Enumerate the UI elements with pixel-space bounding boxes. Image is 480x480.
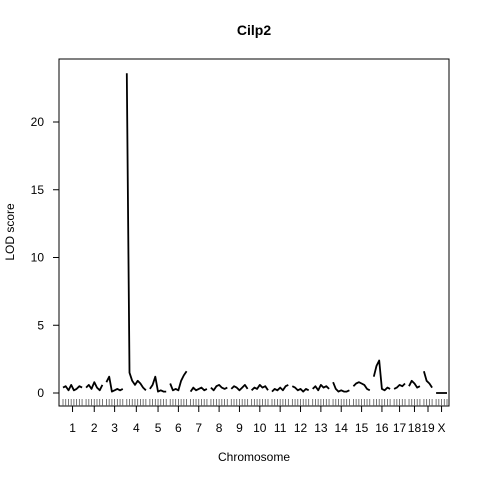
x-axis-label: Chromosome (218, 450, 290, 464)
chart-title: Cilp2 (237, 22, 271, 38)
x-tick-label: 9 (236, 421, 243, 435)
x-tick-label: 11 (274, 421, 287, 435)
x-tick-label: 3 (111, 421, 118, 435)
x-tick-label: 5 (155, 421, 162, 435)
y-axis: 0 5 10 15 20 (31, 115, 60, 400)
x-tick-label: 2 (91, 421, 98, 435)
x-tick-label: 12 (294, 421, 308, 435)
y-tick-label: 15 (31, 183, 45, 197)
x-tick-label: 19 (421, 421, 435, 435)
x-axis: 1 2 3 4 5 6 7 8 9 10 11 12 13 14 15 16 17 18 19 X (69, 406, 446, 435)
lod-curve-chr-6 (169, 370, 188, 392)
plot-frame (58, 58, 450, 407)
lod-curve-chr-11 (271, 384, 289, 393)
x-tick-label: 15 (355, 421, 369, 435)
y-tick-label: 0 (37, 386, 44, 400)
x-tick-label: 13 (314, 421, 328, 435)
x-tick-label: 16 (375, 421, 389, 435)
y-tick-label: 5 (37, 318, 44, 332)
lod-curve-chr-4 (125, 73, 147, 391)
x-tick-label: 1 (69, 421, 76, 435)
x-tick-label: 4 (133, 421, 140, 435)
y-axis-label: LOD score (3, 203, 17, 261)
lod-curve-chr-17 (393, 382, 406, 390)
lod-curve-chr-16 (372, 359, 391, 392)
x-tick-label: 7 (195, 421, 202, 435)
x-tick-label: 6 (175, 421, 182, 435)
lod-curve-chr-15 (352, 381, 371, 392)
lod-curve-chr-5 (149, 375, 167, 393)
x-tick-label: 8 (216, 421, 223, 435)
x-tick-label: 17 (393, 421, 407, 435)
y-tick-label: 20 (31, 115, 45, 129)
x-tick-label: 10 (253, 421, 267, 435)
x-tick-label: 14 (335, 421, 349, 435)
lod-curve-chr-9 (230, 383, 249, 392)
marker-rug (62, 399, 448, 406)
lod-curve-chr-8 (210, 383, 228, 392)
lod-curves (62, 73, 447, 394)
lod-curve-chr-14 (332, 381, 350, 393)
lod-curve-chr-13 (312, 383, 330, 392)
lod-curve-chr-10 (250, 383, 269, 391)
x-tick-label: X (438, 421, 446, 435)
lod-curve-chr-19 (423, 371, 433, 389)
lod-curve-chr-3 (105, 375, 124, 393)
lod-curve-chr-18 (408, 379, 421, 389)
x-tick-label: 18 (408, 421, 422, 435)
lod-curve-chr-7 (189, 386, 208, 393)
lod-curve-chr-1 (62, 383, 83, 392)
lod-curve-chr-2 (85, 381, 104, 392)
lod-curve-chr-12 (291, 385, 310, 393)
y-tick-label: 10 (31, 251, 45, 265)
